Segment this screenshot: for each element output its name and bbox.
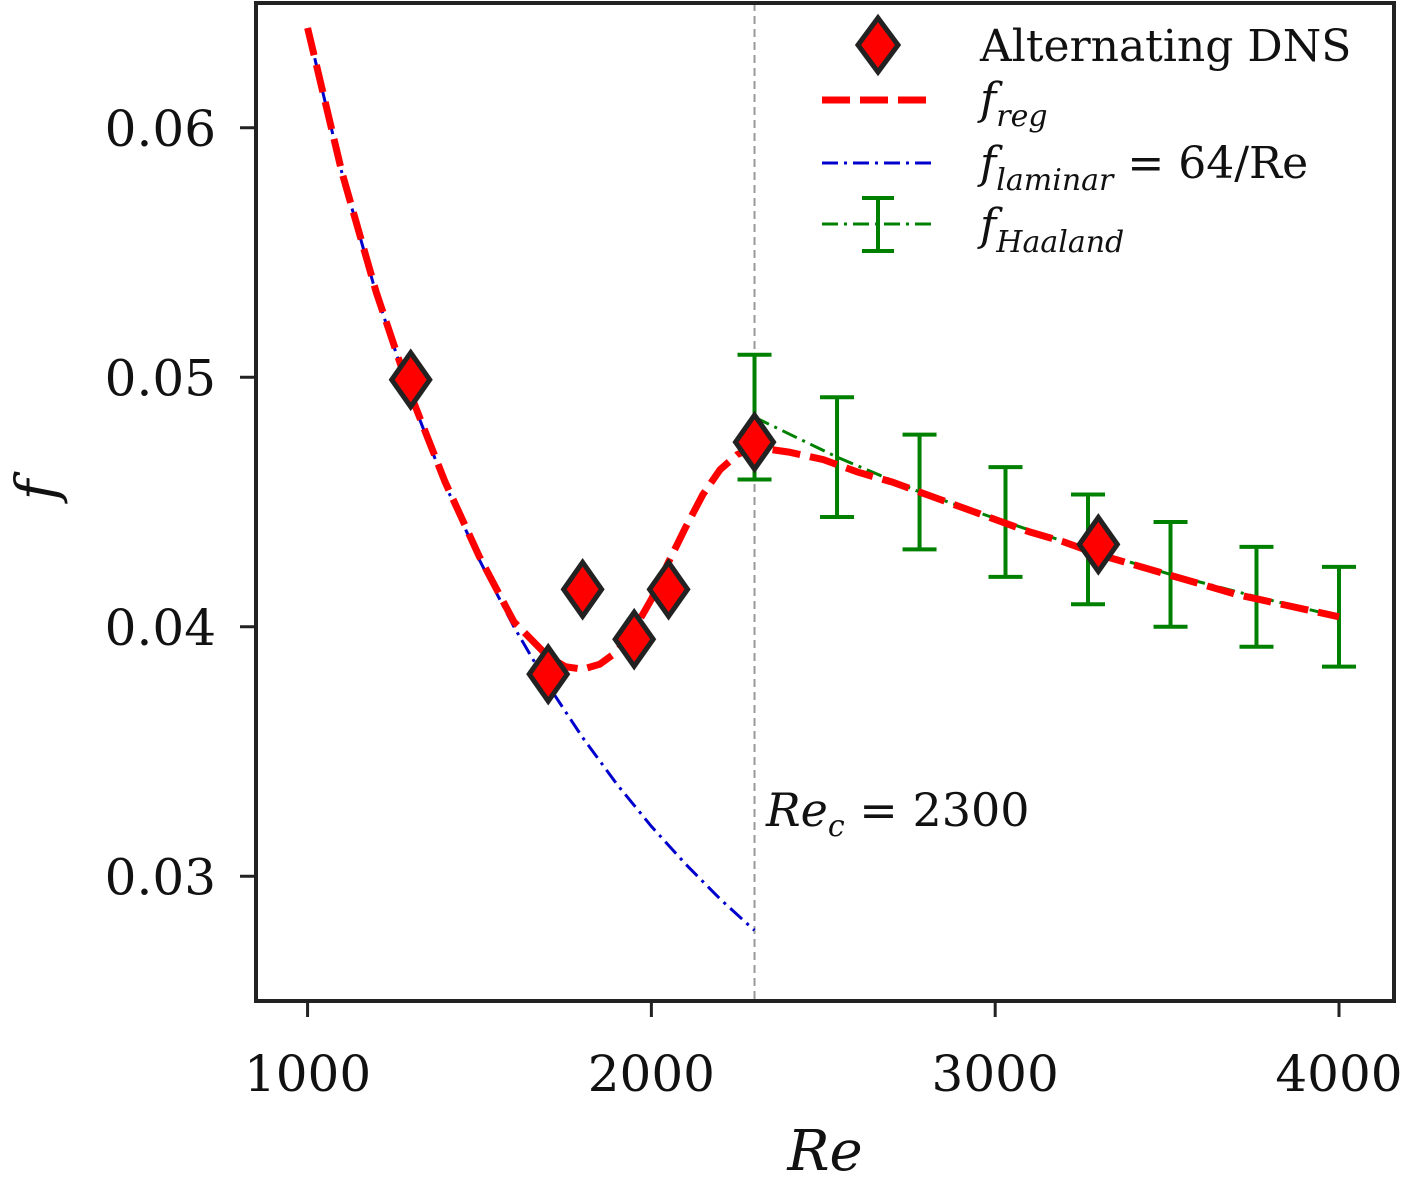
- dns-data-point: [612, 607, 657, 671]
- legend-flaminar-suffix: = 64/Re: [1113, 138, 1308, 189]
- y-tick-label: 0.05: [105, 349, 216, 407]
- dns-data-point: [526, 642, 571, 706]
- laminar-line: [306, 27, 756, 932]
- legend-label-fhaaland: fHaaland: [977, 200, 1124, 260]
- y-tick-label: 0.04: [105, 599, 216, 657]
- x-tick-label: 3000: [932, 1045, 1059, 1103]
- legend-item-flaminar: flaminar = 64/Re: [822, 138, 1308, 198]
- x-axis-label: Re: [786, 1119, 862, 1178]
- legend-item-dns: Alternating DNS: [854, 13, 1351, 77]
- plot-frame: [254, 1, 1396, 1003]
- critical-re-annotation: Rec = 2300: [765, 783, 1030, 844]
- freg-line: [304, 27, 1340, 673]
- annotation-suffix: = 2300: [845, 783, 1030, 837]
- y-tick-label: 0.06: [105, 100, 216, 158]
- x-tick-label: 4000: [1275, 1045, 1402, 1103]
- legend-item-freg: freg: [822, 74, 1048, 134]
- legend-label-freg: freg: [977, 74, 1048, 134]
- annotation-sub: c: [828, 809, 845, 844]
- legend-label-dns: Alternating DNS: [979, 21, 1351, 72]
- legend-item-fhaaland: fHaaland: [822, 196, 1124, 260]
- legend-fhaaland-sub: Haaland: [995, 225, 1124, 260]
- plot-area: [304, 3, 1356, 1001]
- legend-diamond-marker: [854, 13, 902, 77]
- dns-data-point: [732, 410, 777, 474]
- legend-flaminar-sub: laminar: [996, 163, 1115, 198]
- x-tick-label: 1000: [244, 1045, 371, 1103]
- y-tick-label: 0.03: [105, 848, 216, 906]
- legend-label-flaminar: flaminar = 64/Re: [977, 138, 1308, 198]
- haaland-errorbar: [1153, 519, 1188, 629]
- legend-freg-sub: reg: [996, 99, 1047, 134]
- x-tick-label: 2000: [588, 1045, 715, 1103]
- axis-ticks: 1000 2000 3000 4000 0.03 0.04 0.05 0.06: [105, 100, 1403, 1103]
- dns-data-point: [1076, 513, 1121, 576]
- legend: Alternating DNS freg flaminar = 64/Re fH…: [822, 13, 1351, 260]
- haaland-errorbar: [820, 395, 855, 519]
- dns-data-point: [388, 348, 433, 412]
- dns-data-point: [560, 557, 605, 621]
- annotation-main: Re: [765, 783, 828, 837]
- y-axis-label: f: [5, 470, 70, 504]
- dns-data-point: [646, 557, 691, 621]
